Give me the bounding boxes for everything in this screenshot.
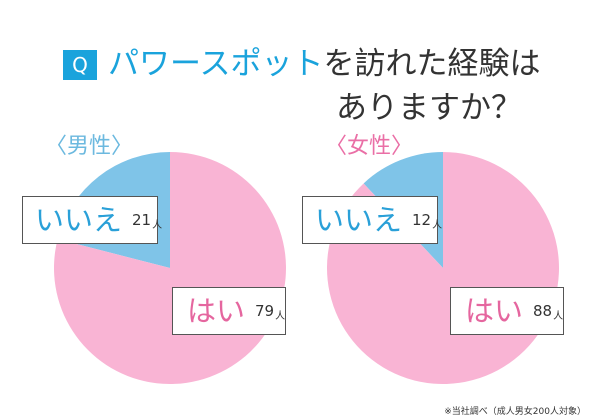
question-title: Q パワースポットを訪れた経験は ありますか？	[0, 40, 600, 130]
male-no-value: 21	[132, 211, 152, 229]
male-no-callout: いいえ 21 人	[22, 196, 162, 244]
title-rest: を訪れた経験は	[323, 46, 541, 82]
q-badge: Q	[63, 50, 97, 80]
male-yes-callout: はい 79 人	[172, 287, 286, 335]
female-no-callout: いいえ 12 人	[302, 196, 442, 244]
female-chart-title: 〈女性〉	[325, 134, 414, 159]
female-no-label: いいえ	[315, 203, 403, 237]
title-line-1: パワースポットを訪れた経験は	[108, 44, 540, 84]
female-yes-unit: 人	[553, 310, 564, 322]
male-chart-title: 〈男性〉	[45, 134, 134, 159]
female-yes-callout: はい 88 人	[450, 287, 564, 335]
title-accent: パワースポット	[108, 46, 324, 82]
title-line-2: ありますか？	[336, 90, 522, 126]
female-yes-label: はい	[465, 294, 524, 328]
male-no-label: いいえ	[35, 203, 123, 237]
female-yes-value: 88	[533, 302, 553, 320]
male-yes-label: はい	[187, 294, 246, 328]
female-no-unit: 人	[432, 219, 443, 231]
footnote: ※当社調べ（成人男女200人対象）	[444, 407, 586, 417]
male-yes-unit: 人	[275, 310, 286, 322]
male-no-unit: 人	[152, 219, 163, 231]
female-no-value: 12	[412, 211, 432, 229]
male-yes-value: 79	[255, 302, 275, 320]
